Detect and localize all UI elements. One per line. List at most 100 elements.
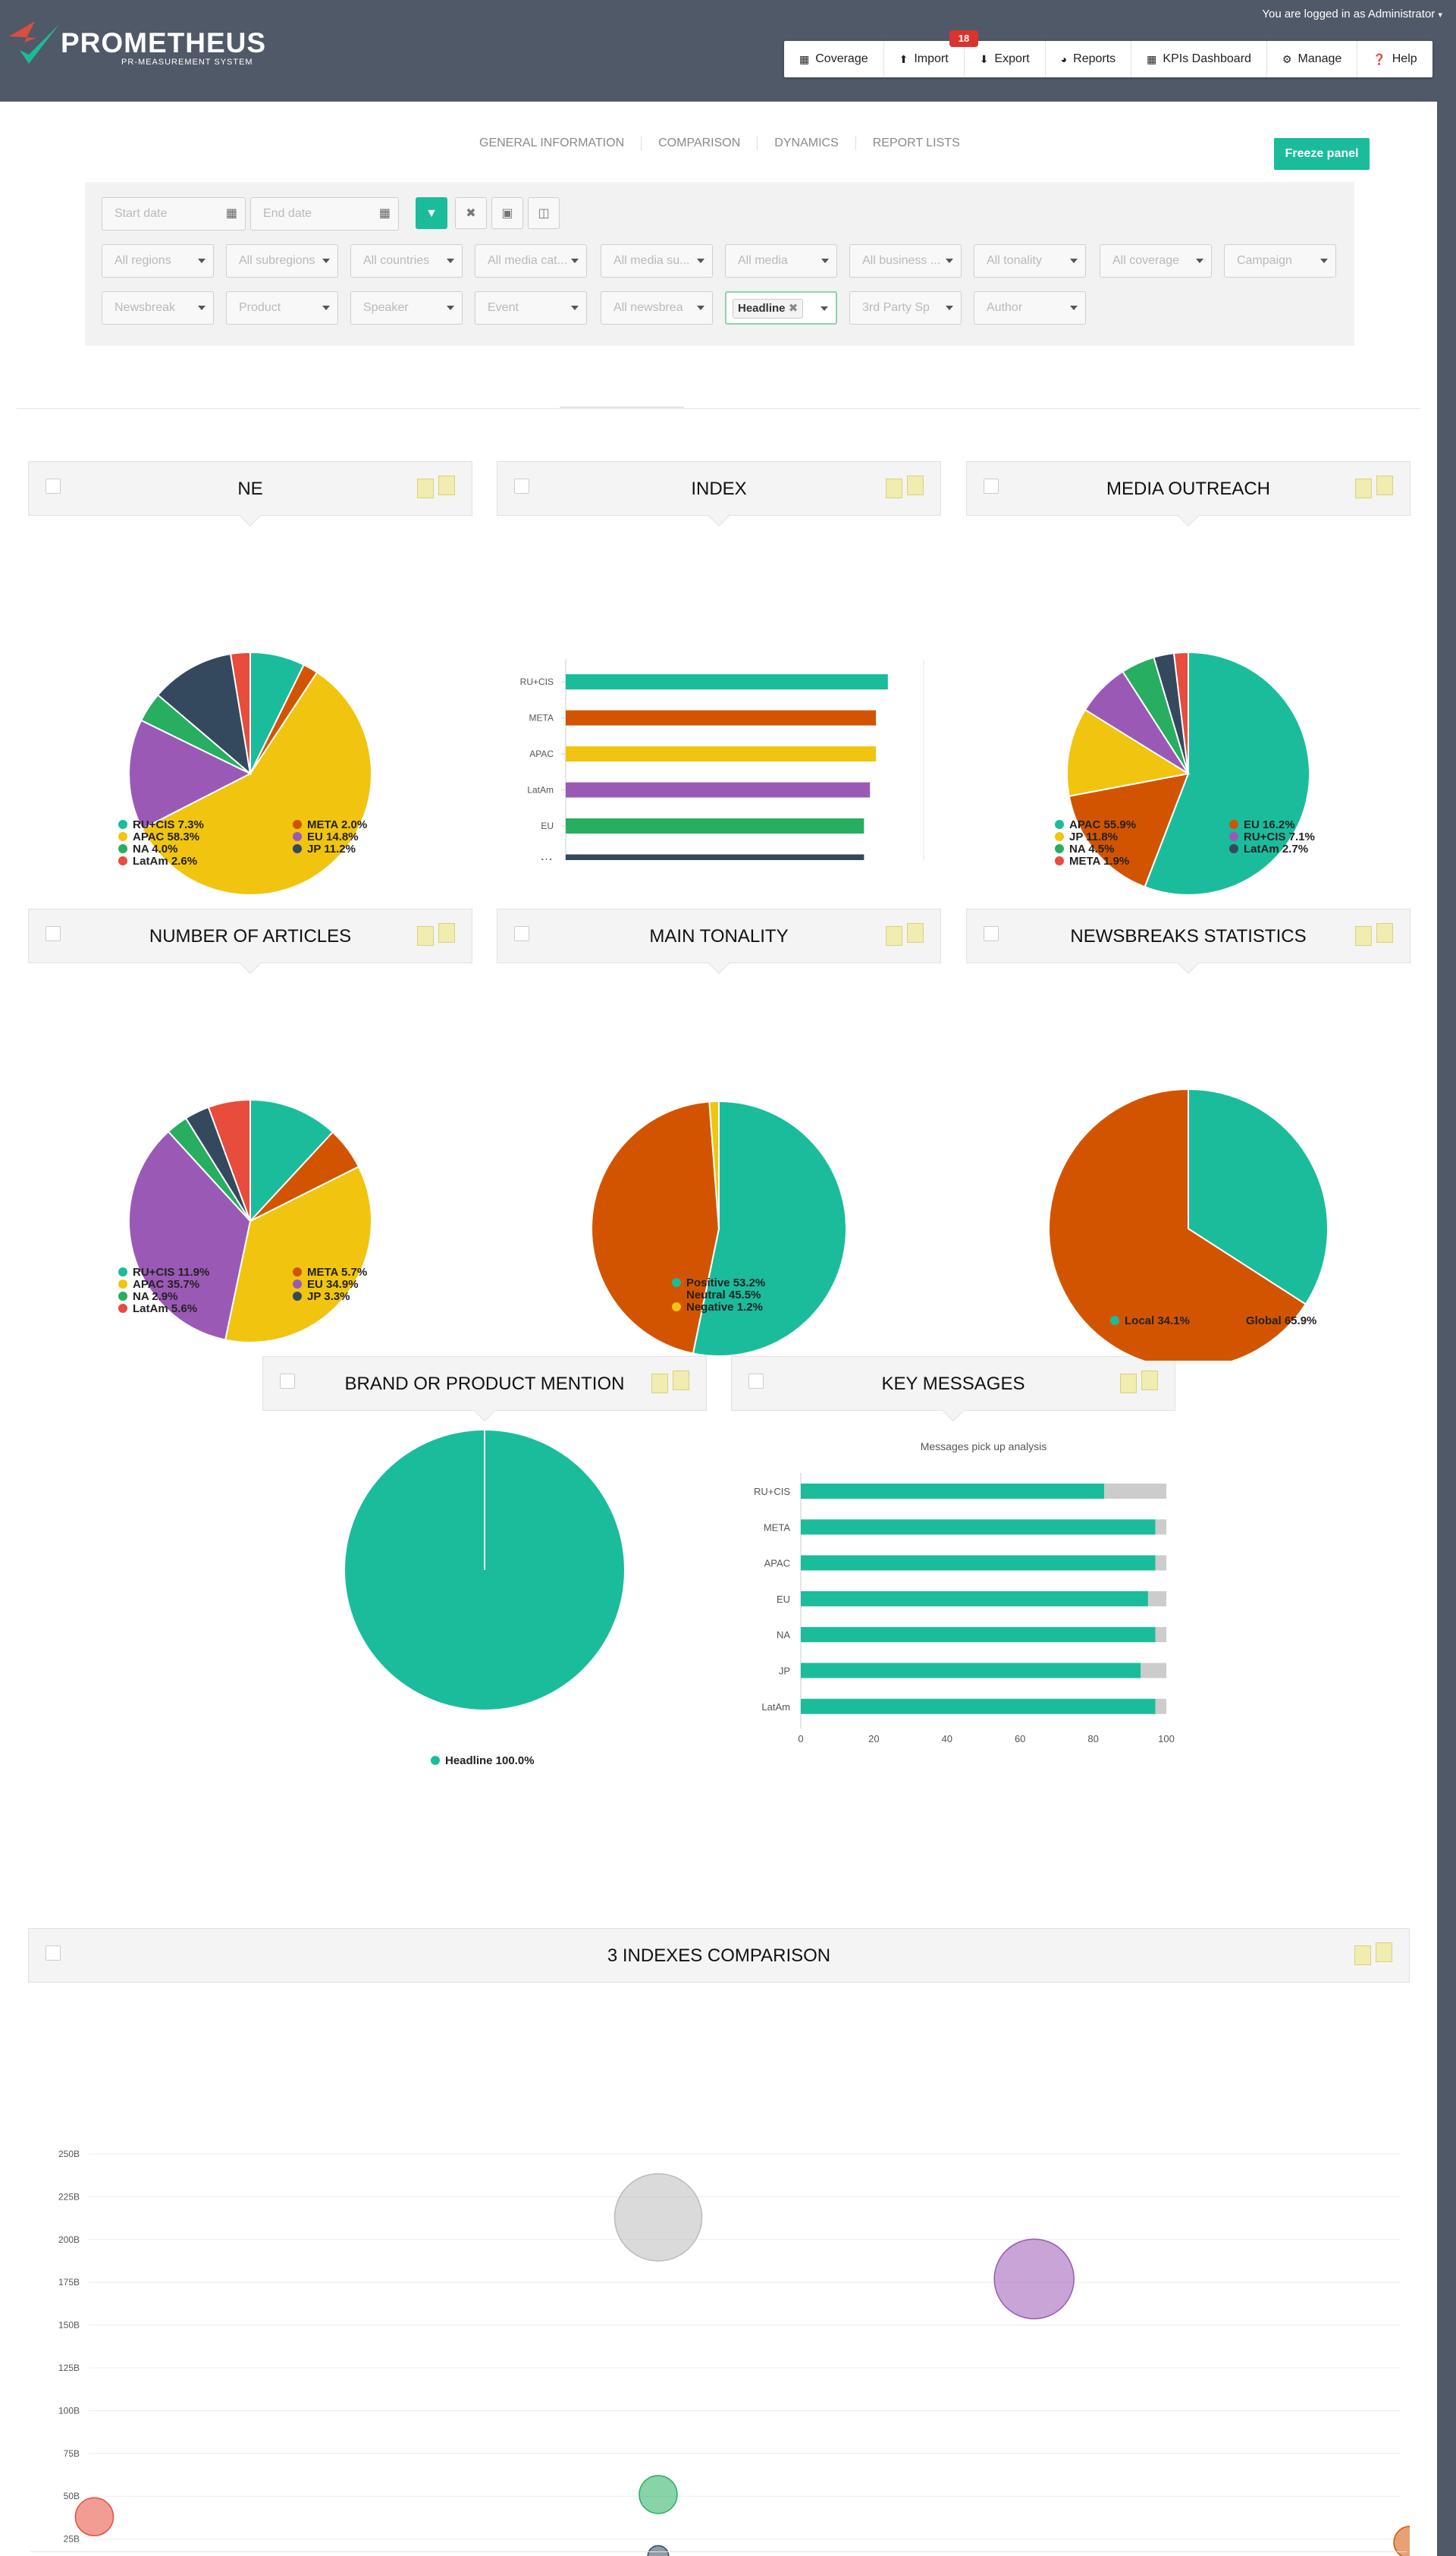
legend-item[interactable]: Neutral 45.5% (672, 1289, 761, 1302)
filter-subregions[interactable]: All subregions (226, 244, 338, 278)
bar-na[interactable] (566, 854, 864, 861)
export-icon[interactable] (1120, 1371, 1161, 1393)
end-date-input[interactable]: End date ▦ (250, 197, 399, 231)
legend-item[interactable]: RU+CIS 11.9% (118, 1267, 209, 1279)
legend-item[interactable]: Positive 53.2% (672, 1277, 765, 1289)
tab-comparison[interactable]: COMPARISON (641, 137, 757, 150)
export-icon[interactable] (651, 1371, 692, 1393)
filter-countries[interactable]: All countries (350, 244, 463, 278)
caret-down-icon[interactable]: ▾ (1438, 11, 1442, 20)
filter-headline[interactable]: Headline ✖ (725, 291, 837, 325)
nav-kpis-dashboard[interactable]: ▦ KPIs Dashboard (1131, 41, 1267, 77)
legend-item[interactable]: APAC 58.3% (118, 831, 199, 843)
legend-item[interactable]: LatAm 5.6% (118, 1303, 197, 1315)
panel-checkbox[interactable] (46, 926, 61, 941)
export-icon[interactable] (1355, 476, 1396, 498)
bar-remainder[interactable] (1155, 1555, 1166, 1571)
panel-checkbox[interactable] (280, 1374, 295, 1389)
filter-export-button[interactable]: ◫ (528, 197, 560, 229)
legend-item[interactable]: RU+CIS 7.1% (1229, 831, 1315, 843)
bar-picked-up[interactable] (801, 1590, 1148, 1606)
legend-item[interactable]: META 2.0% (293, 819, 367, 831)
pie-slice-apac[interactable] (141, 671, 372, 896)
bubble-point[interactable] (647, 2545, 670, 2556)
export-icon[interactable] (417, 476, 458, 498)
bubble-point[interactable] (74, 2497, 115, 2537)
bubble-point[interactable] (1393, 2526, 1410, 2556)
filter-media-subcategories[interactable]: All media su... (601, 244, 713, 278)
legend-item[interactable]: Global 65.9% (1232, 1315, 1316, 1327)
prometheus-logo[interactable] (6, 14, 256, 74)
filter-save-button[interactable]: ▣ (491, 197, 523, 229)
filter-apply-button[interactable]: ▼ (416, 197, 447, 229)
legend-item[interactable]: JP 3.3% (293, 1291, 350, 1303)
filter-coverage[interactable]: All coverage (1100, 244, 1212, 278)
bubble-point[interactable] (613, 2173, 703, 2262)
filter-newsbreak-type[interactable]: All newsbrea (601, 291, 713, 325)
legend-item[interactable]: Headline 100.0% (431, 1755, 535, 1767)
panel-checkbox[interactable] (46, 479, 61, 494)
bubble-point[interactable] (639, 2475, 678, 2514)
legend-item[interactable]: META 1.9% (1055, 856, 1129, 868)
export-icon[interactable] (1354, 1942, 1395, 1965)
bubble-point[interactable] (993, 2238, 1075, 2319)
legend-item[interactable]: EU 34.9% (293, 1279, 359, 1291)
nav-export[interactable]: ⬇ Export (965, 41, 1046, 77)
bar-picked-up[interactable] (801, 1555, 1156, 1571)
filter-regions[interactable]: All regions (102, 244, 214, 278)
export-icon[interactable] (417, 923, 458, 946)
tab-report-lists[interactable]: REPORT LISTS (855, 137, 977, 150)
panel-checkbox[interactable] (514, 926, 529, 941)
export-icon[interactable] (1355, 923, 1396, 946)
filter-campaign[interactable]: Campaign (1224, 244, 1336, 278)
panel-checkbox[interactable] (984, 479, 999, 494)
pie-slice-eu[interactable] (128, 719, 253, 831)
legend-item[interactable]: RU+CIS 7.3% (118, 819, 204, 831)
tab-dynamics[interactable]: DYNAMICS (757, 137, 855, 150)
nav-import[interactable]: ⬆ Import (884, 41, 965, 77)
bar-remainder[interactable] (1147, 1590, 1166, 1606)
bar-eu[interactable] (566, 818, 864, 834)
pie-slice-meta[interactable] (1172, 651, 1189, 774)
bar-remainder[interactable] (1141, 1663, 1166, 1678)
legend-item[interactable]: LatAm 2.7% (1229, 843, 1308, 856)
legend-item[interactable]: JP 11.2% (293, 843, 356, 856)
pie-slice-global[interactable] (1048, 1088, 1307, 1361)
filter-clear-button[interactable]: ✖ (455, 197, 487, 229)
panel-checkbox[interactable] (748, 1374, 764, 1389)
bar-remainder[interactable] (1155, 1519, 1166, 1535)
bar-picked-up[interactable] (801, 1698, 1156, 1714)
bar-remainder[interactable] (1155, 1627, 1166, 1643)
freeze-panel-button[interactable]: Freeze panel (1274, 138, 1370, 170)
bar-ru-cis[interactable] (566, 674, 888, 689)
nav-reports[interactable]: ◕ Reports (1046, 41, 1132, 77)
bar-picked-up[interactable] (801, 1627, 1156, 1643)
filter-tonality[interactable]: All tonality (974, 244, 1086, 278)
filter-media-categories[interactable]: All media cat... (475, 244, 587, 278)
bar-picked-up[interactable] (801, 1519, 1156, 1535)
pie-slice-latam[interactable] (207, 1098, 251, 1222)
filter-business[interactable]: All business ... (849, 244, 962, 278)
bar-latam[interactable] (566, 782, 871, 798)
legend-item[interactable]: EU 14.8% (293, 831, 359, 843)
legend-item[interactable]: APAC 35.7% (118, 1279, 199, 1291)
bar-remainder[interactable] (1155, 1698, 1166, 1714)
pie-slice-negative[interactable] (708, 1100, 720, 1229)
pie-slice-eu[interactable] (128, 1130, 252, 1341)
bar-apac[interactable] (566, 746, 877, 761)
filter-speaker[interactable]: Speaker (350, 291, 463, 325)
legend-item[interactable]: NA 2.9% (118, 1291, 177, 1303)
export-icon[interactable] (886, 923, 927, 946)
pie-slice-ru-cis[interactable] (249, 1098, 334, 1223)
legend-item[interactable]: Negative 1.2% (672, 1302, 763, 1314)
legend-item[interactable]: EU 16.2% (1229, 819, 1295, 831)
pie-slice-neutral[interactable] (591, 1101, 720, 1355)
legend-item[interactable]: META 5.7% (293, 1267, 367, 1279)
legend-item[interactable]: APAC 55.9% (1055, 819, 1136, 831)
filter-product[interactable]: Product (226, 291, 338, 325)
pie-slice-latam[interactable] (229, 651, 251, 774)
pie-slice-jp[interactable] (156, 652, 252, 776)
nav-manage[interactable]: ⚙ Manage (1267, 41, 1358, 77)
filter-newsbreak[interactable]: Newsbreak (102, 291, 214, 325)
legend-item[interactable]: LatAm 2.6% (118, 856, 197, 868)
